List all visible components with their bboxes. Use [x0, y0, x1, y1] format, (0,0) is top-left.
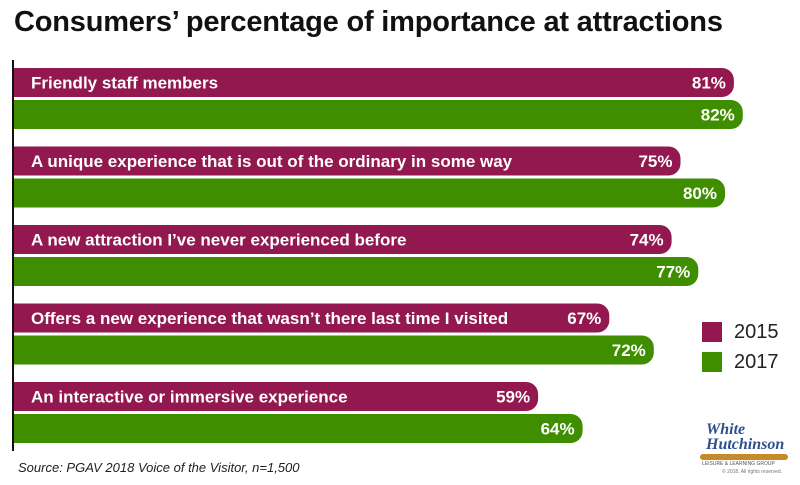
bars-layer: 81% 82% Friendly staff members 75% 80% A uniq…	[13, 68, 743, 443]
bar-2017-5	[13, 414, 583, 443]
logo-line-2: Hutchinson	[706, 436, 785, 453]
value-label-2015-4: 67%	[567, 309, 601, 328]
legend-swatch-2017	[702, 352, 722, 372]
bar-2015-2	[13, 146, 681, 176]
logo-copyright: © 2018. All rights reserved.	[722, 469, 783, 475]
value-label-2017-2: 80%	[683, 184, 717, 203]
value-label-2017-4: 72%	[612, 341, 646, 360]
category-label-4: Offers a new experience that wasn’t ther…	[31, 309, 508, 328]
logo-band	[700, 454, 788, 460]
white-hutchinson-logo: White Hutchinson LEISURE & LEARNING GROU…	[700, 420, 790, 476]
bar-2015-3	[13, 225, 672, 254]
source-note: Source: PGAV 2018 Voice of the Visitor, …	[18, 460, 300, 475]
value-label-2015-2: 75%	[638, 152, 672, 171]
category-label-3: A new attraction I’ve never experienced …	[31, 231, 406, 250]
bar-2015-1	[13, 68, 734, 97]
value-label-2017-3: 77%	[656, 263, 690, 282]
legend: 2015 2017	[702, 318, 779, 378]
bar-2017-2	[13, 178, 725, 208]
value-label-2015-3: 74%	[630, 231, 664, 250]
category-label-5: An interactive or immersive experience	[31, 388, 348, 407]
value-label-2015-5: 59%	[496, 388, 530, 407]
logo-tagline: LEISURE & LEARNING GROUP	[702, 461, 775, 467]
category-label-1: Friendly staff members	[31, 74, 218, 93]
chart-title: Consumers’ percentage of importance at a…	[14, 6, 723, 38]
legend-label-2017: 2017	[734, 350, 779, 373]
legend-swatch-2015	[702, 322, 722, 342]
logo-line-1: White	[706, 421, 746, 438]
legend-item-2017: 2017	[702, 348, 779, 376]
bar-2017-1	[13, 100, 743, 129]
legend-item-2015: 2015	[702, 318, 779, 346]
value-label-2015-1: 81%	[692, 74, 726, 93]
bar-2017-4	[13, 335, 654, 365]
bar-2015-5	[13, 382, 539, 411]
value-label-2017-5: 64%	[541, 420, 575, 439]
bar-2017-3	[13, 257, 699, 286]
bar-2015-4	[13, 303, 610, 333]
legend-label-2015: 2015	[734, 320, 779, 343]
category-label-2: A unique experience that is out of the o…	[31, 152, 513, 171]
value-label-2017-1: 82%	[701, 106, 735, 125]
